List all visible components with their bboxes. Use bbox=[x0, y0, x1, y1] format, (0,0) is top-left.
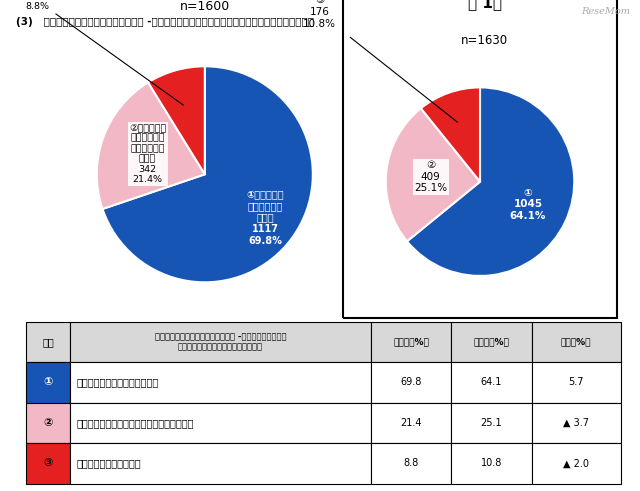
Text: ②
409
25.1%: ② 409 25.1% bbox=[414, 160, 447, 193]
Text: n=1600: n=1600 bbox=[180, 0, 230, 13]
Text: (3)   フィルタリングが必要な理由　違法 -有害情報の閲覧等の一定のリスク）についての説明の程度: (3) フィルタリングが必要な理由 違法 -有害情報の閲覧等の一定のリスク）につ… bbox=[16, 17, 314, 27]
Text: 21.4: 21.4 bbox=[400, 418, 422, 428]
Text: ①: ① bbox=[44, 378, 52, 387]
Text: 第 1回: 第 1回 bbox=[468, 0, 502, 10]
Text: n=1630: n=1630 bbox=[461, 34, 508, 47]
Wedge shape bbox=[97, 82, 205, 209]
Bar bbox=[451, 443, 532, 484]
Text: 第１回（%）: 第１回（%） bbox=[474, 337, 509, 346]
Text: ②: ② bbox=[44, 418, 52, 428]
Text: ①積極的かつ
十分な説明を
受けた
1117
69.8%: ①積極的かつ 十分な説明を 受けた 1117 69.8% bbox=[246, 190, 284, 246]
Wedge shape bbox=[102, 66, 313, 282]
Text: ③積極的な説
明がなかった
141
8.8%: ③積極的な説 明がなかった 141 8.8% bbox=[19, 0, 56, 11]
Bar bbox=[371, 322, 451, 362]
Bar bbox=[26, 362, 70, 403]
Text: 25.1: 25.1 bbox=[481, 418, 502, 428]
Bar bbox=[70, 322, 371, 362]
Bar bbox=[26, 322, 70, 362]
Text: ReseMom: ReseMom bbox=[581, 7, 630, 16]
Text: 64.1: 64.1 bbox=[481, 378, 502, 387]
Wedge shape bbox=[407, 87, 574, 276]
Text: 5.7: 5.7 bbox=[568, 378, 584, 387]
Text: 8.8: 8.8 bbox=[403, 459, 419, 468]
Bar bbox=[451, 322, 532, 362]
Bar bbox=[531, 443, 621, 484]
Bar bbox=[70, 362, 371, 403]
Text: 69.8: 69.8 bbox=[400, 378, 422, 387]
Text: 凡例: 凡例 bbox=[42, 337, 54, 347]
Bar bbox=[371, 403, 451, 443]
Bar bbox=[70, 403, 371, 443]
Text: 積極的かつ十分な説明を受けた: 積極的かつ十分な説明を受けた bbox=[76, 378, 159, 387]
Bar bbox=[531, 322, 621, 362]
Bar bbox=[371, 443, 451, 484]
Bar bbox=[26, 443, 70, 484]
Bar bbox=[531, 403, 621, 443]
Bar bbox=[451, 362, 532, 403]
Bar bbox=[26, 403, 70, 443]
Text: 増減（%）: 増減（%） bbox=[561, 337, 591, 346]
Text: ③: ③ bbox=[44, 459, 52, 468]
Bar bbox=[531, 362, 621, 403]
Text: フィルタリングが必要な理由　違法 -有害情報の閲覧等の
一定のリスク）についての説明の程度: フィルタリングが必要な理由 違法 -有害情報の閲覧等の 一定のリスク）についての… bbox=[155, 332, 286, 352]
Bar bbox=[371, 362, 451, 403]
Wedge shape bbox=[386, 109, 480, 241]
Text: ②積極的に説
明をしたが内
容は不十分で
あった
342
21.4%: ②積極的に説 明をしたが内 容は不十分で あった 342 21.4% bbox=[129, 123, 166, 184]
Bar bbox=[70, 443, 371, 484]
Text: ▲ 2.0: ▲ 2.0 bbox=[563, 459, 589, 468]
Bar bbox=[451, 403, 532, 443]
Text: 第２回（%）: 第２回（%） bbox=[393, 337, 429, 346]
Wedge shape bbox=[148, 66, 205, 174]
Text: 10.8: 10.8 bbox=[481, 459, 502, 468]
Wedge shape bbox=[421, 87, 480, 182]
Text: 積極的な説明がなかった: 積極的な説明がなかった bbox=[76, 459, 141, 468]
Text: ③
176
10.8%: ③ 176 10.8% bbox=[303, 0, 336, 28]
Text: 積極的に説明をしたが内容は不十分であった: 積極的に説明をしたが内容は不十分であった bbox=[76, 418, 194, 428]
Text: ▲ 3.7: ▲ 3.7 bbox=[563, 418, 589, 428]
Text: ①
1045
64.1%: ① 1045 64.1% bbox=[509, 188, 546, 221]
